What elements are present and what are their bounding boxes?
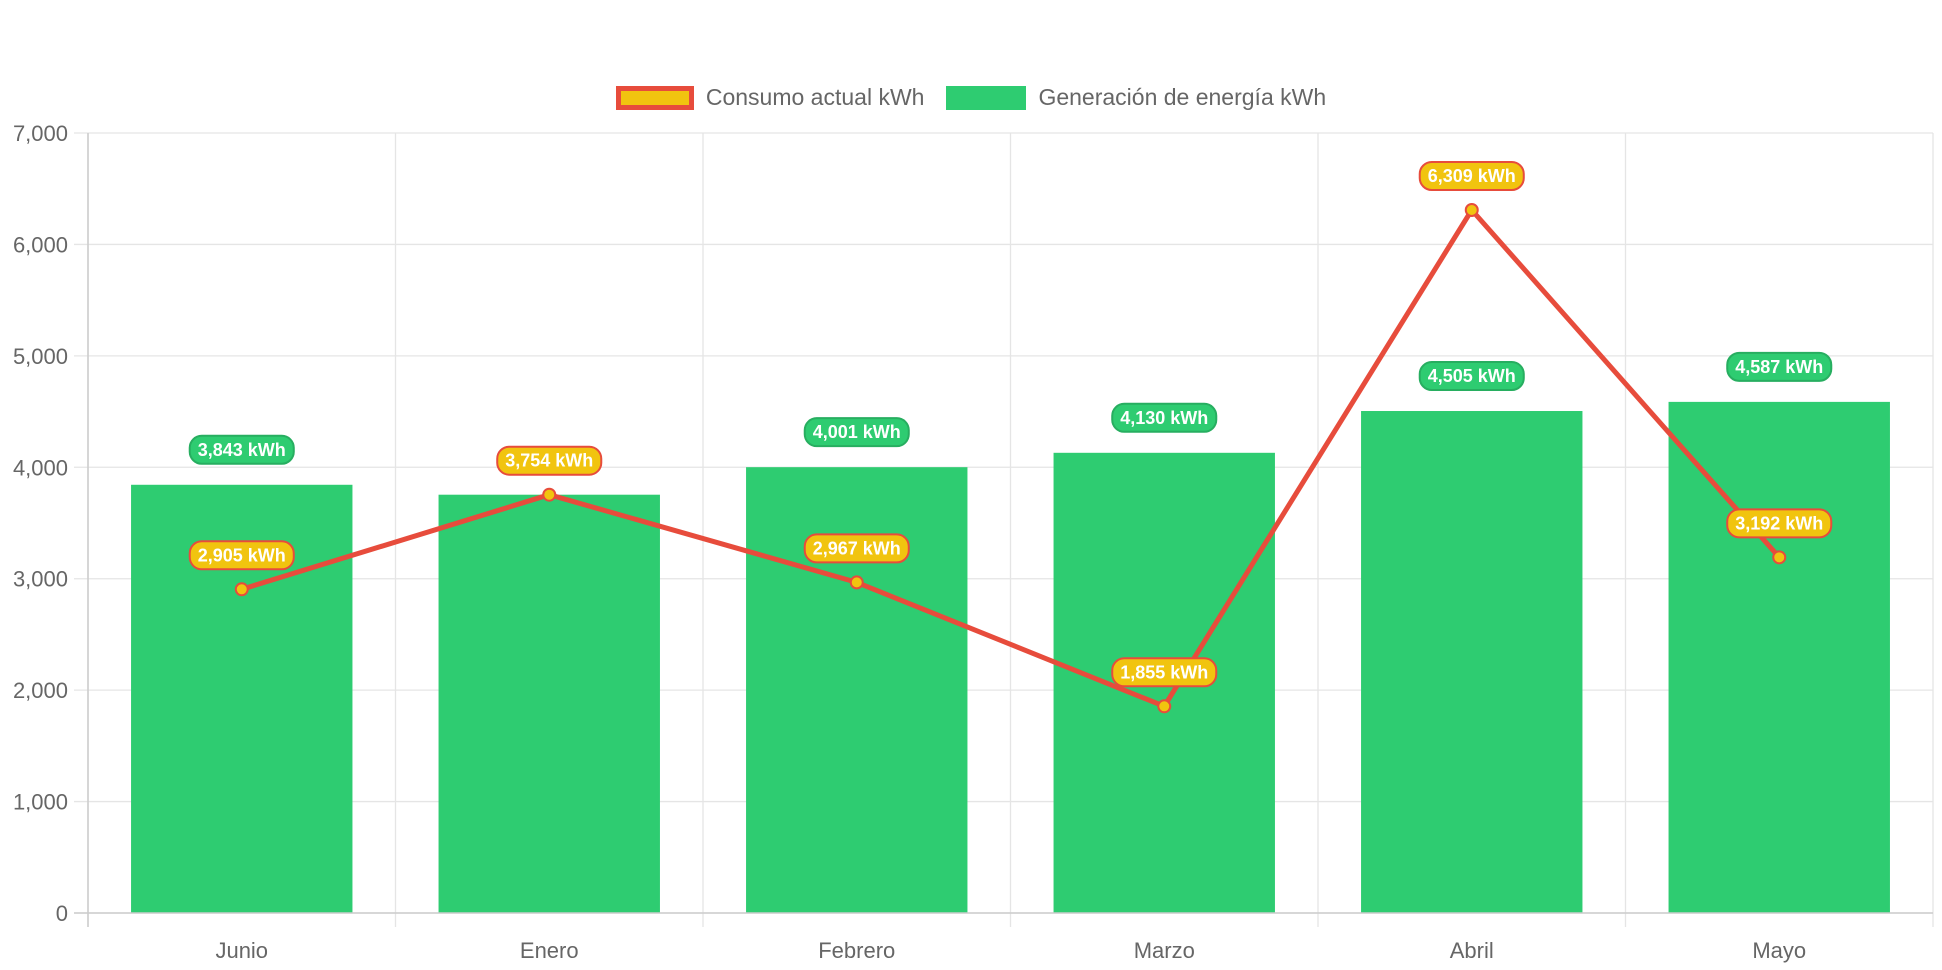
bar-data-label-group: 4,505 kWh <box>1418 361 1525 392</box>
bar-data-label-badge <box>188 434 295 465</box>
y-tick-label: 1,000 <box>13 790 68 815</box>
bar-data-label-group: 4,130 kWh <box>1111 402 1218 433</box>
line-data-label-group: 3,192 kWh <box>1726 508 1833 539</box>
bar-data-label-group: 4,001 kWh <box>803 417 910 448</box>
line-data-label-badge <box>188 540 295 571</box>
line-data-label: 2,905 kWh <box>198 545 286 565</box>
y-tick-label: 4,000 <box>13 455 68 480</box>
y-tick-label: 6,000 <box>13 232 68 257</box>
line-data-label-badge <box>1418 160 1525 191</box>
line-consumo <box>241 207 1782 709</box>
line-data-label: 3,754 kWh <box>505 451 593 471</box>
line-series-consumo <box>234 202 1787 714</box>
bar-data-label: 4,001 kWh <box>813 422 901 442</box>
x-tick-label: Junio <box>215 938 268 963</box>
y-tick-label: 5,000 <box>13 344 68 369</box>
bar-data-label: 4,587 kWh <box>1735 357 1823 377</box>
line-data-label: 3,192 kWh <box>1735 513 1823 533</box>
data-labels: 3,843 kWh 4,001 kWh 4,130 kWh 4,505 kWh 4,58… <box>188 160 1833 688</box>
point-consumo <box>1157 699 1172 714</box>
line-data-label-badge <box>1111 657 1218 688</box>
grid-lines <box>74 132 1934 927</box>
bar-data-label-badge <box>803 417 910 448</box>
x-tick-label: Febrero <box>818 938 895 963</box>
bar-generacion <box>1361 411 1583 913</box>
line-data-label-group: 6,309 kWh <box>1418 160 1525 191</box>
x-tick-label: Enero <box>520 938 579 963</box>
bar-data-label: 3,843 kWh <box>198 440 286 460</box>
point-consumo <box>542 487 557 502</box>
y-tick-label: 2,000 <box>13 678 68 703</box>
chart-legend: Consumo actual kWh Generación de energía… <box>0 84 1942 111</box>
line-data-label-group: 2,967 kWh <box>803 533 910 564</box>
y-tick-label: 0 <box>56 901 68 926</box>
bar-data-label-badge <box>1418 361 1525 392</box>
bar-generacion <box>438 494 660 913</box>
line-data-label-group: 3,754 kWh <box>496 445 603 476</box>
legend-swatch-generacion <box>946 85 1027 110</box>
line-data-label-group: 2,905 kWh <box>188 540 295 571</box>
bar-data-label: 4,505 kWh <box>1428 366 1516 386</box>
bar-data-label-group: 3,843 kWh <box>188 434 295 465</box>
legend-item-generacion[interactable]: Generación de energía kWh <box>946 84 1326 111</box>
line-data-label: 6,309 kWh <box>1428 166 1516 186</box>
point-consumo <box>234 582 249 597</box>
bar-data-label: 4,130 kWh <box>1120 408 1208 428</box>
line-data-label-badge <box>1726 508 1833 539</box>
line-data-label: 1,855 kWh <box>1120 662 1208 682</box>
point-consumo <box>1464 202 1479 217</box>
bar-generacion <box>1668 401 1890 913</box>
line-data-label-badge <box>803 533 910 564</box>
point-consumo <box>849 575 864 590</box>
line-data-label: 2,967 kWh <box>813 538 901 558</box>
bar-data-label-badge <box>1111 402 1218 433</box>
legend-item-consumo[interactable]: Consumo actual kWh <box>615 84 925 111</box>
point-consumo <box>1772 550 1787 565</box>
y-tick-label: 3,000 <box>13 567 68 592</box>
bar-data-label-badge <box>1726 351 1833 382</box>
line-data-label-badge <box>496 445 603 476</box>
x-tick-label: Abril <box>1450 938 1494 963</box>
y-tick-label: 7,000 <box>13 121 68 146</box>
legend-swatch-consumo <box>615 85 694 110</box>
axes: 0 1,000 2,000 3,000 4,000 5,000 6,000 7,000 Juni… <box>13 121 1933 963</box>
bar-data-label-group: 4,587 kWh <box>1726 351 1833 382</box>
legend-label-generacion: Generación de energía kWh <box>1038 84 1327 110</box>
x-tick-label: Mayo <box>1752 938 1806 963</box>
line-data-label-group: 1,855 kWh <box>1111 657 1218 688</box>
x-tick-label: Marzo <box>1134 938 1195 963</box>
legend-label-consumo: Consumo actual kWh <box>705 84 925 110</box>
